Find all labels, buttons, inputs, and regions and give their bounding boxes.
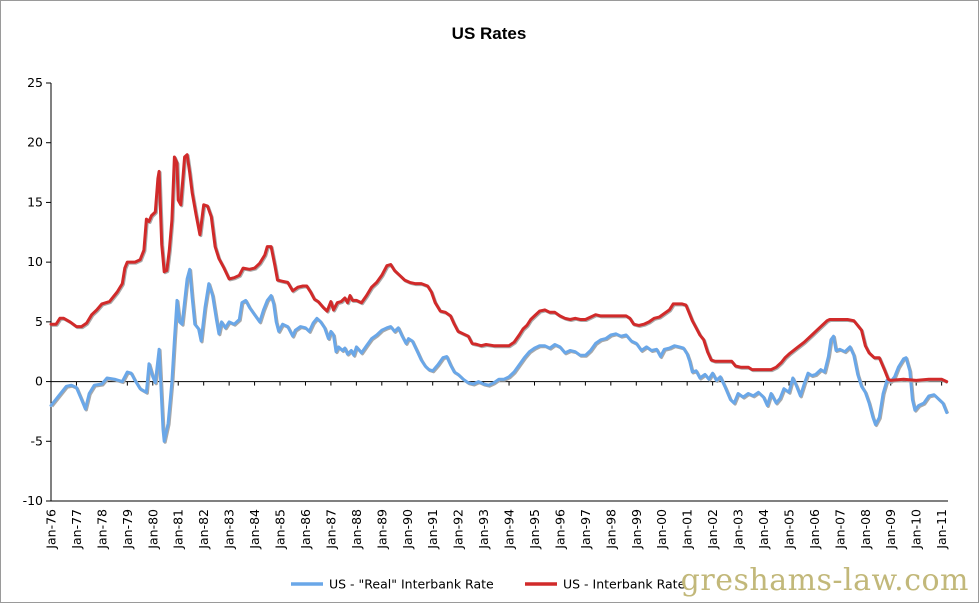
x-tick-label: Jan-90	[400, 509, 415, 550]
x-tick-label: Jan-02	[705, 509, 720, 550]
x-tick-label: Jan-05	[781, 509, 796, 550]
x-tick-label: Jan-93	[476, 509, 491, 550]
x-tick-label: Jan-87	[323, 509, 338, 550]
series-line-2	[49, 153, 949, 384]
x-tick-label: Jan-09	[883, 509, 898, 550]
x-tick-label: Jan-99	[629, 509, 644, 550]
x-tick-label: Jan-84	[247, 509, 262, 550]
x-tick-label: Jan-81	[171, 509, 186, 550]
x-tick-label: Jan-96	[552, 509, 567, 550]
x-tick-label: Jan-07	[832, 509, 847, 550]
y-tick-label: 20	[27, 135, 43, 150]
x-tick-label: Jan-77	[69, 509, 84, 550]
x-tick-label: Jan-78	[94, 509, 109, 550]
series-shadow-2	[52, 154, 949, 384]
series-line-1	[49, 267, 949, 443]
x-tick-label: Jan-82	[196, 509, 211, 550]
x-tick-label: Jan-86	[298, 509, 313, 550]
x-tick-label: Jan-01	[680, 509, 695, 550]
y-tick-label: -10	[23, 493, 43, 508]
x-tick-label: Jan-89	[374, 509, 389, 550]
y-tick-label: 5	[35, 314, 43, 329]
x-tick-label: Jan-92	[451, 509, 466, 550]
x-tick-label: Jan-98	[603, 509, 618, 550]
x-tick-label: Jan-97	[578, 509, 593, 550]
y-tick-label: -5	[31, 433, 43, 448]
x-tick-label: Jan-91	[425, 509, 440, 550]
watermark-logo: greshams-law.com	[681, 563, 969, 598]
chart-title: US Rates	[452, 24, 527, 43]
x-tick-label: Jan-80	[145, 509, 160, 550]
x-tick-label: Jan-88	[349, 509, 364, 550]
legend-label-1: US - "Real" Interbank Rate	[329, 577, 494, 592]
y-tick-label: 15	[27, 194, 43, 209]
legend: US - "Real" Interbank Rate US - Interbank…	[291, 577, 686, 592]
y-tick-label: 25	[27, 75, 43, 90]
x-tick-label: Jan-06	[807, 509, 822, 550]
x-tick-label: Jan-08	[858, 509, 873, 550]
x-tick-label: Jan-03	[731, 509, 746, 550]
x-tick-label: Jan-10	[909, 509, 924, 550]
x-tick-label: Jan-94	[502, 509, 517, 550]
x-tick-label: Jan-95	[527, 509, 542, 550]
plot-area: -10 -5 0 5 10 15 20 25 Jan-76 Jan-77 Jan-78 Jan-79 J…	[23, 75, 950, 550]
x-tick-label: Jan-04	[756, 509, 771, 550]
x-tick-label: Jan-79	[120, 509, 135, 550]
y-tick-label: 0	[35, 374, 43, 389]
x-tick-label: Jan-76	[44, 509, 59, 550]
x-tick-label: Jan-85	[273, 509, 288, 550]
x-tick-label: Jan-83	[222, 509, 237, 550]
x-tick-label: Jan-11	[934, 509, 949, 550]
y-tick-label: 10	[27, 254, 43, 269]
x-tick-label: Jan-00	[654, 509, 669, 550]
legend-label-2: US - Interbank Rate	[563, 577, 686, 592]
